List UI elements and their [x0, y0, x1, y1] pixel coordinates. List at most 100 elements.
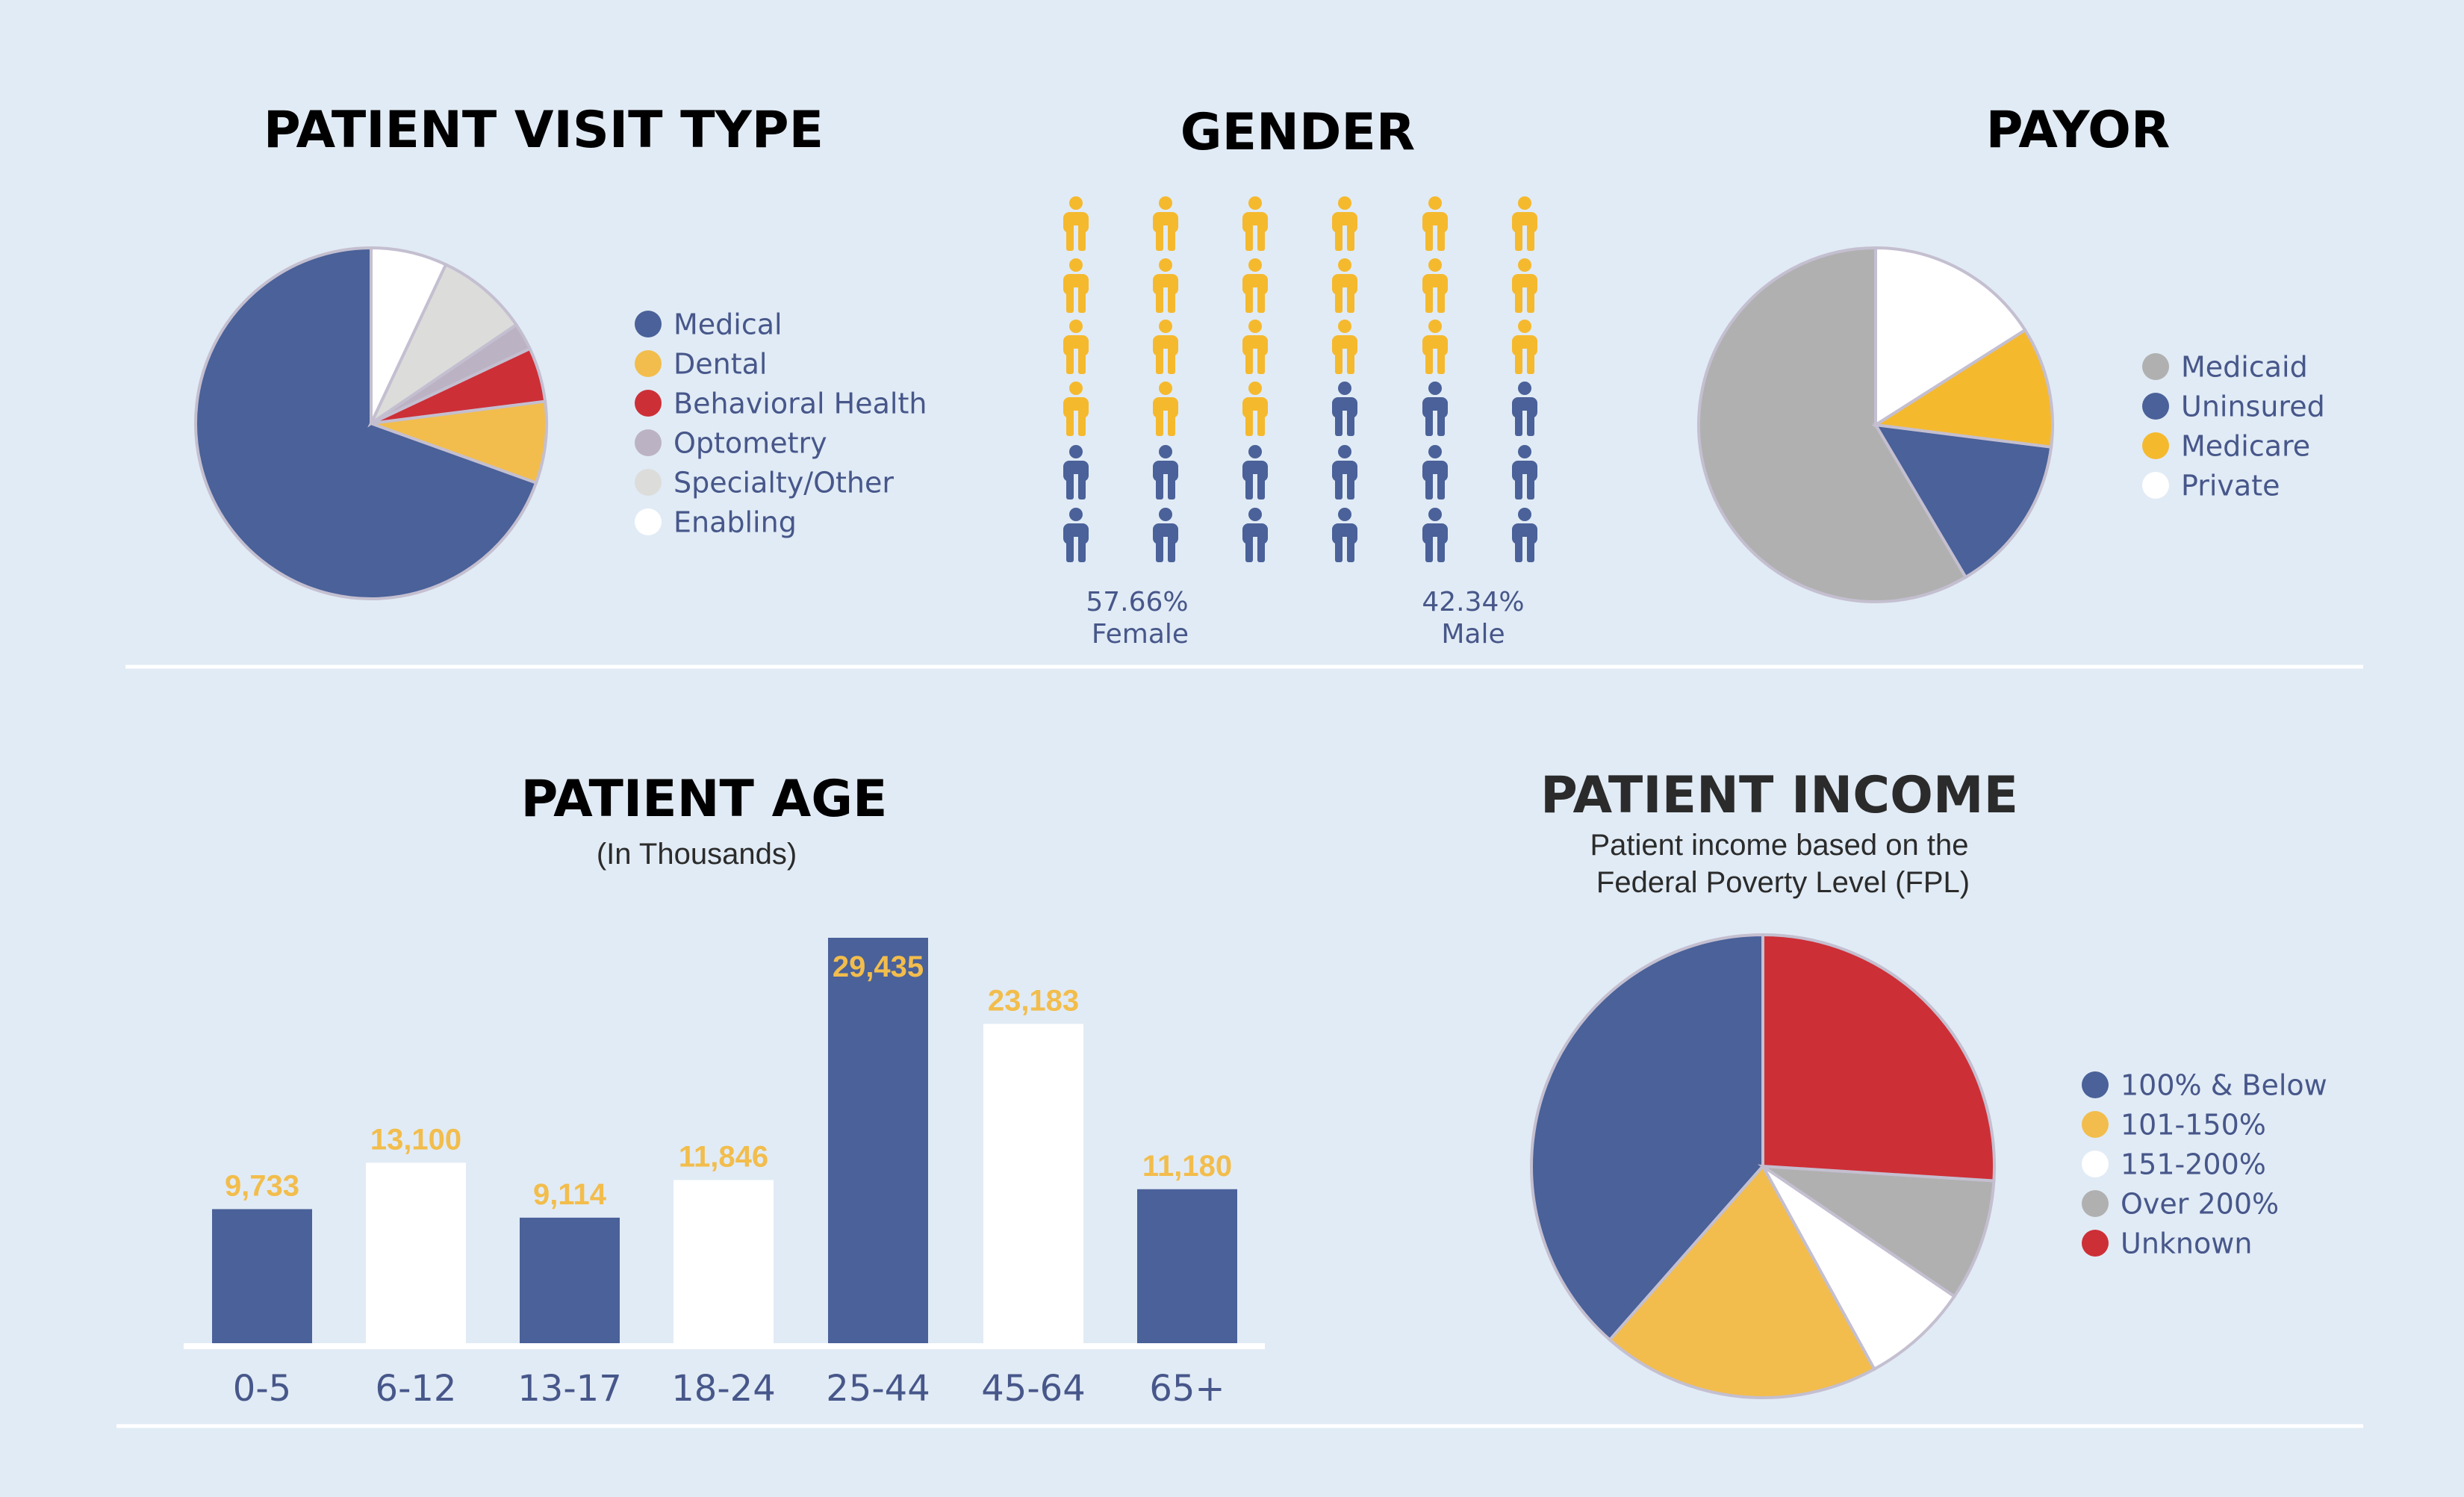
visit-type-legend-dot-optometry — [635, 429, 662, 456]
income-slice-unknown — [1761, 933, 1996, 1183]
income-title: PATIENT INCOME — [1540, 766, 2018, 825]
male-person-icon — [1422, 445, 1448, 499]
female-person-icon — [1422, 320, 1448, 374]
income-slice-over-200 — [1757, 1164, 1996, 1299]
visit-type-legend-dot-medical — [635, 311, 662, 337]
income-legend-dot-100-below — [2082, 1071, 2109, 1098]
payor-pie-chart — [1697, 246, 2054, 603]
payor-slice-medicare — [1871, 328, 2054, 449]
female-percent: 57.66% — [1086, 587, 1188, 617]
payor-legend-dot-medicaid — [2142, 353, 2169, 380]
payor-slice-private — [1874, 246, 2027, 428]
female-person-icon — [1422, 196, 1448, 251]
female-person-icon — [1153, 320, 1178, 374]
visit-type-title: PATIENT VISIT TYPE — [264, 101, 824, 160]
age-tick-label-45-64: 45-64 — [981, 1368, 1085, 1410]
income-slice-151-200 — [1761, 1165, 1957, 1372]
female-person-icon — [1063, 258, 1089, 313]
age-value-label-45-64: 23,183 — [988, 984, 1079, 1017]
visit-type-legend-label-behavioral-health: Behavioral Health — [673, 387, 927, 420]
female-person-icon — [1242, 382, 1268, 436]
age-value-label-65: 11,180 — [1142, 1150, 1232, 1183]
visit-type-legend: Medical Dental Behavioral Health Optometry S… — [635, 308, 927, 538]
income-slice-101-150 — [1608, 1163, 1877, 1399]
male-person-icon — [1422, 508, 1448, 562]
male-person-icon — [1332, 382, 1357, 436]
age-value-label-6-12: 13,100 — [370, 1123, 461, 1156]
payor-legend-dot-medicare — [2142, 432, 2169, 459]
payor-legend-dot-private — [2142, 472, 2169, 499]
visit-type-legend-label-optometry: Optometry — [673, 426, 827, 459]
age-bar-chart: 9,733 0-5 13,100 6-12 9,114 13-17 11,846 18-24 2… — [184, 938, 1265, 1410]
gender-title: GENDER — [1180, 103, 1415, 162]
age-tick-label-6-12: 6-12 — [376, 1368, 457, 1410]
visit-type-slice-specialty-other — [367, 262, 519, 428]
age-bar-0-5 — [212, 1209, 312, 1343]
age-tick-label-18-24: 18-24 — [671, 1368, 775, 1410]
income-legend-dot-151-200 — [2082, 1151, 2109, 1177]
income-legend-dot-unknown — [2082, 1230, 2109, 1257]
payor-slice-medicaid — [1697, 246, 1968, 603]
income-subtitle-line2: Federal Poverty Level (FPL) — [1596, 866, 1970, 899]
income-legend-dot-over-200 — [2082, 1190, 2109, 1217]
visit-type-legend-dot-dental — [635, 350, 662, 377]
female-person-icon — [1153, 258, 1178, 313]
female-person-icon — [1153, 382, 1178, 436]
age-tick-label-0-5: 0-5 — [233, 1368, 291, 1410]
income-legend-label-101-150: 101-150% — [2121, 1108, 2266, 1141]
age-bar-45-64 — [983, 1024, 1083, 1343]
visit-type-slice-medical — [194, 246, 538, 600]
female-person-icon — [1512, 196, 1537, 251]
age-tick-label-65: 65+ — [1149, 1368, 1225, 1410]
payor-legend-dot-uninsured — [2142, 393, 2169, 420]
gender-pictograph — [1063, 196, 1537, 562]
female-person-icon — [1332, 258, 1357, 313]
income-legend-label-100-below: 100% & Below — [2121, 1068, 2327, 1101]
payor-legend-label-private: Private — [2181, 469, 2280, 502]
female-person-icon — [1242, 320, 1268, 374]
age-tick-label-13-17: 13-17 — [517, 1368, 621, 1410]
income-legend-label-151-200: 151-200% — [2121, 1148, 2266, 1180]
male-label: Male — [1441, 619, 1505, 650]
age-bar-6-12 — [366, 1163, 466, 1343]
female-person-icon — [1422, 258, 1448, 313]
female-person-icon — [1063, 196, 1089, 251]
female-person-icon — [1063, 320, 1089, 374]
income-legend-label-unknown: Unknown — [2121, 1227, 2252, 1260]
visit-type-legend-dot-behavioral-health — [635, 390, 662, 417]
female-person-icon — [1332, 320, 1357, 374]
male-person-icon — [1063, 508, 1089, 562]
income-subtitle-line1: Patient income based on the — [1590, 829, 1968, 862]
age-value-label-0-5: 9,733 — [225, 1169, 299, 1202]
age-title: PATIENT AGE — [521, 770, 888, 829]
age-value-label-25-44: 29,435 — [833, 950, 924, 983]
male-person-icon — [1512, 508, 1537, 562]
income-pie-chart — [1530, 933, 1996, 1399]
age-subtitle: (In Thousands) — [597, 838, 797, 871]
visit-type-legend-label-dental: Dental — [673, 347, 767, 380]
female-person-icon — [1063, 382, 1089, 436]
visit-type-pie-chart — [194, 246, 548, 600]
age-value-label-18-24: 11,846 — [679, 1140, 768, 1173]
visit-type-legend-label-specialty-other: Specialty/Other — [673, 466, 894, 499]
visit-type-legend-label-medical: Medical — [673, 308, 783, 340]
visit-type-legend-dot-enabling — [635, 508, 662, 535]
male-person-icon — [1242, 445, 1268, 499]
female-person-icon — [1242, 196, 1268, 251]
payor-title: PAYOR — [1986, 101, 2171, 160]
male-person-icon — [1422, 382, 1448, 436]
male-person-icon — [1242, 508, 1268, 562]
payor-slice-uninsured — [1873, 423, 2053, 579]
visit-type-legend-label-enabling: Enabling — [673, 505, 797, 538]
male-person-icon — [1512, 445, 1537, 499]
visit-type-slice-enabling — [370, 246, 448, 424]
male-percent: 42.34% — [1422, 587, 1524, 617]
female-person-icon — [1332, 196, 1357, 251]
age-value-label-13-17: 9,114 — [533, 1178, 607, 1211]
age-bar-65 — [1137, 1189, 1237, 1343]
payor-legend-label-medicaid: Medicaid — [2181, 350, 2308, 383]
male-person-icon — [1153, 508, 1178, 562]
age-bar-18-24 — [673, 1180, 774, 1343]
female-label: Female — [1092, 619, 1189, 650]
age-tick-label-25-44: 25-44 — [826, 1368, 930, 1410]
